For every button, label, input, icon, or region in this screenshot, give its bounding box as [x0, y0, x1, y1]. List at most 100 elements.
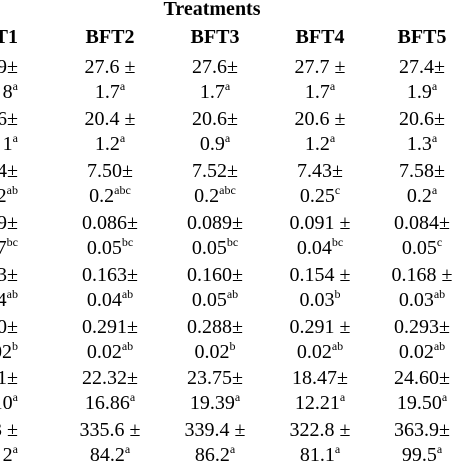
significance-letter: ab [6, 182, 18, 197]
cell-mean: 51± [0, 367, 18, 390]
cell-sd: 0.02ab [399, 338, 446, 365]
cell-mean: 18.47± [292, 367, 348, 390]
sd-value: 0.2 [194, 184, 220, 207]
sd-value: 02 [0, 340, 12, 363]
cell-mean: 20.6± [192, 107, 238, 130]
sd-value: 16.86 [84, 392, 130, 415]
significance-letter: a [431, 79, 438, 93]
cell-mean: 0.291± [82, 315, 138, 338]
significance-letter: a [329, 79, 336, 93]
significance-letter: a [224, 130, 231, 145]
sd-value: 0.2 [406, 184, 432, 207]
significance-letter: ab [433, 286, 446, 301]
sd-value: 1.7 [94, 81, 120, 103]
cell-sd: 1a [2, 131, 18, 157]
sd-value: 81.1 [299, 444, 335, 467]
cell-mean: 0.288± [187, 315, 243, 338]
sd-value: 84.2 [89, 444, 125, 467]
significance-letter: a [436, 442, 443, 457]
cell-mean: 23.75± [187, 367, 243, 390]
cell-sd: 12.21a [294, 390, 346, 416]
sd-value: 2 [0, 184, 7, 207]
column-header: BFT5 [397, 26, 447, 48]
cell-sd: 19.50a [396, 390, 448, 416]
cell-sd: 0.04ab [87, 287, 133, 313]
sd-value: 12.21 [294, 392, 340, 415]
cell-sd: 0.25c [299, 182, 341, 209]
cell-sd: 0.9a [200, 130, 231, 157]
significance-letter: a [229, 442, 236, 457]
cell-sd: 0.02b [195, 339, 236, 365]
sd-value: 86.2 [194, 444, 230, 467]
sd-value: 19.50 [396, 392, 442, 415]
cell-sd: 0.04bc [296, 234, 344, 261]
cell-sd: 0.02ab [296, 338, 344, 365]
sd-value: 0.02 [296, 340, 332, 363]
cell-mean: 20.6 ± [294, 107, 346, 130]
significance-letter: ab [331, 338, 344, 353]
significance-letter: ab [121, 338, 134, 353]
significance-letter: a [441, 390, 448, 405]
cell-sd: 7bc [0, 235, 18, 261]
cell-mean: 9± [0, 211, 18, 234]
column-header: BFT4 [295, 26, 345, 48]
sd-value: 1.7 [199, 81, 225, 103]
significance-letter: c [334, 182, 341, 197]
cell-sd: 2a [3, 442, 18, 468]
cell-mean: 0.291 ± [289, 315, 351, 338]
cell-mean: 6± [0, 107, 18, 130]
significance-letter: b [12, 338, 18, 353]
sd-value: 0.04 [296, 236, 332, 259]
cell-mean: 27.7 ± [294, 56, 346, 78]
significance-letter: a [12, 79, 18, 93]
sd-value: 0.05 [86, 236, 122, 259]
significance-letter: a [234, 390, 241, 405]
cell-sd: 0.05c [402, 235, 442, 261]
cell-sd: 0.2abc [89, 183, 131, 209]
significance-letter: b [334, 286, 341, 301]
cell-sd: 1.2a [304, 130, 336, 157]
cell-mean: 4± [0, 159, 18, 182]
cell-sd: 1.3a [407, 131, 437, 157]
significance-letter: a [119, 79, 126, 93]
cell-mean: 20.4 ± [84, 107, 136, 130]
sd-value: 0.2 [89, 184, 115, 207]
sd-value: 0.03 [398, 288, 434, 311]
significance-letter: a [431, 182, 438, 197]
significance-letter: a [124, 442, 131, 457]
cell-sd: 0.2abc [194, 183, 236, 209]
cell-sd: 0.05ab [192, 287, 238, 313]
significance-letter: ab [433, 338, 446, 353]
cell-mean: 322.8 ± [289, 419, 351, 442]
cell-sd: 84.2a [89, 442, 131, 468]
cell-sd: 02b [0, 338, 18, 365]
cell-mean: 0.163± [82, 263, 138, 286]
significance-letter: a [329, 130, 336, 145]
sd-value: 1.7 [304, 81, 330, 103]
cell-sd: 1.7a [199, 79, 231, 105]
sd-value: 99.5 [401, 444, 437, 467]
column-header: BFT2 [85, 26, 135, 48]
sd-value: 1.2 [304, 132, 330, 155]
cell-sd: 0.03b [300, 286, 341, 313]
significance-letter: a [224, 79, 231, 93]
sd-value: 7 [0, 236, 7, 259]
sd-value: 10 [0, 392, 13, 415]
significance-letter: a [119, 130, 126, 145]
cell-sd: 10a [0, 390, 18, 416]
cell-mean: 339.4 ± [184, 419, 246, 442]
sd-value: 0.25 [299, 184, 335, 207]
column-header: FT1 [0, 26, 18, 48]
sd-value: 1 [2, 132, 13, 155]
significance-letter: bc [331, 234, 344, 249]
cell-mean: 27.4± [399, 56, 445, 78]
cell-mean: 90± [0, 315, 18, 338]
cell-mean: 335.6 ± [79, 419, 141, 442]
cell-sd: 1.2a [95, 130, 126, 157]
cell-mean: 7.52± [192, 159, 238, 182]
cell-mean: 3 ± [0, 419, 18, 442]
significance-letter: a [12, 442, 18, 457]
significance-letter: a [339, 390, 346, 405]
cell-mean: 0.293± [394, 315, 450, 338]
